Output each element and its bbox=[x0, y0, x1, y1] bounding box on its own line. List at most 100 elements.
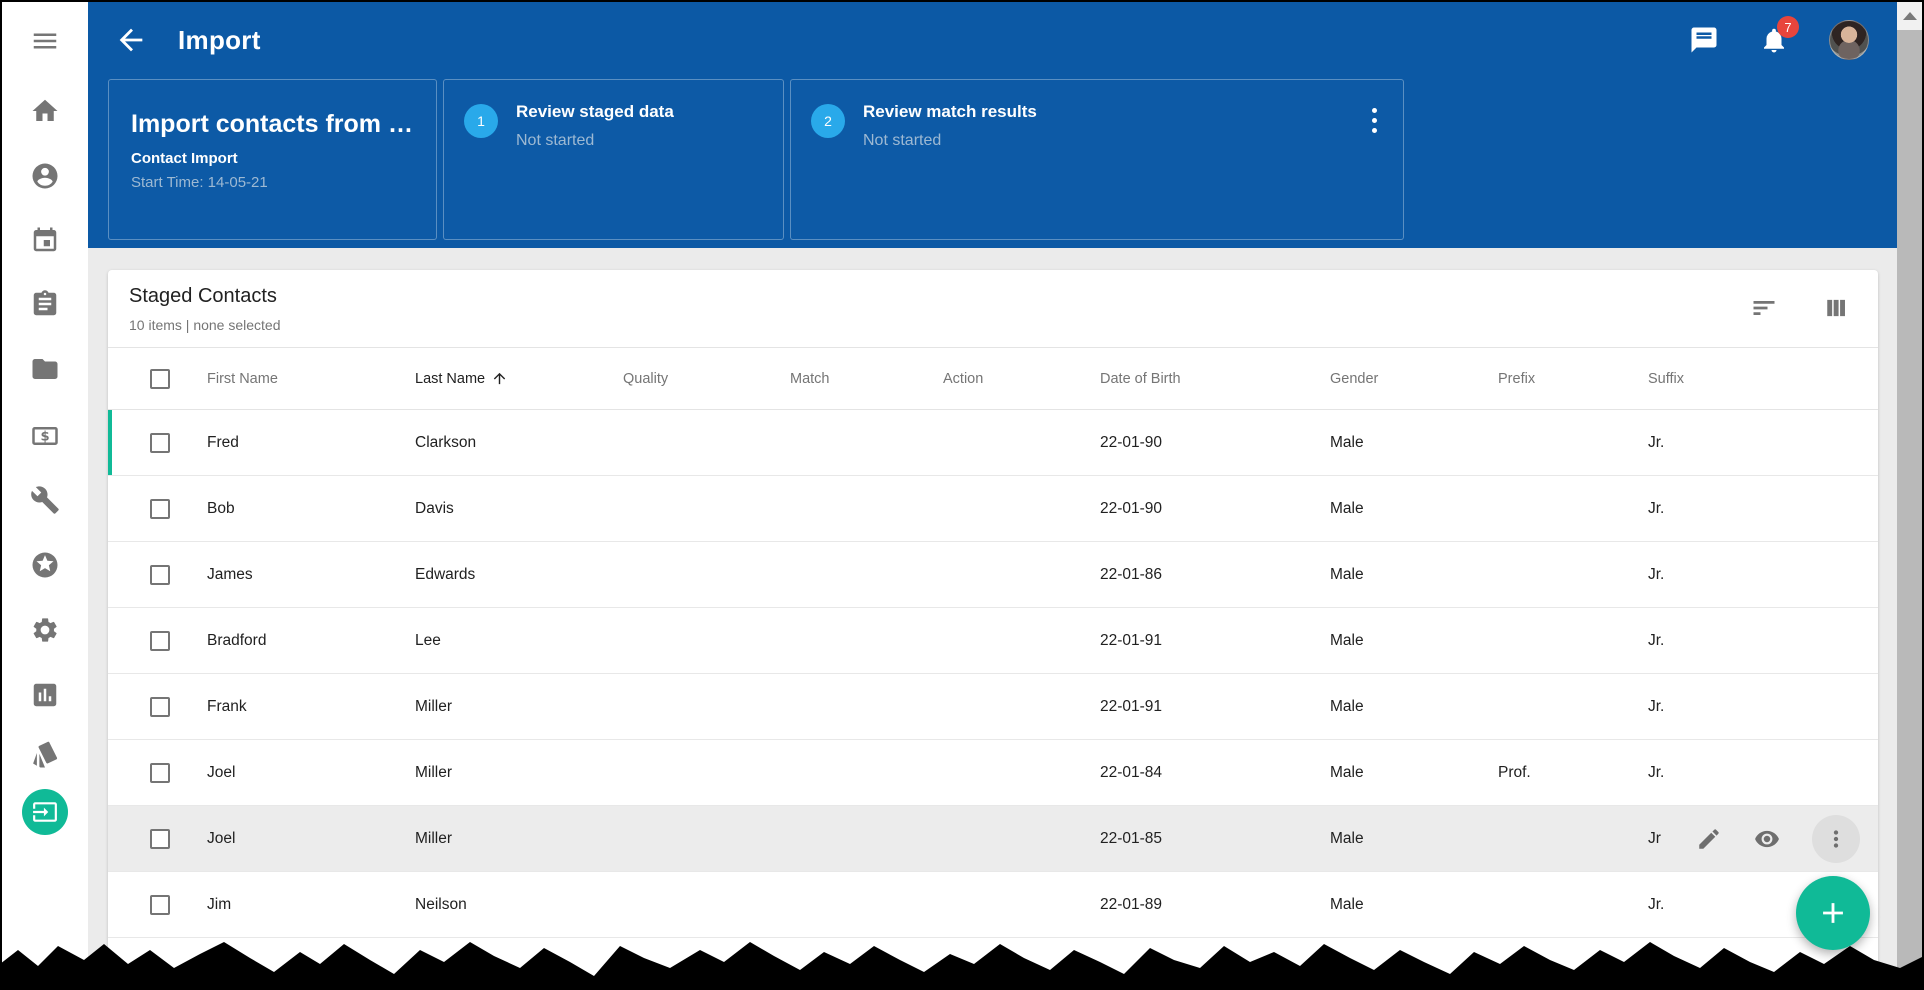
tasks-icon[interactable] bbox=[30, 289, 60, 319]
column-header-quality[interactable]: Quality bbox=[623, 370, 669, 387]
table-column-headers: First Name Last Name Quality Match Actio… bbox=[108, 348, 1878, 410]
cell-gender: Male bbox=[1330, 631, 1364, 649]
column-header-action[interactable]: Action bbox=[943, 370, 984, 387]
import-button[interactable] bbox=[22, 789, 68, 835]
column-header-last-name[interactable]: Last Name bbox=[415, 370, 623, 387]
settings-icon[interactable] bbox=[30, 615, 60, 645]
card-overflow-menu-icon[interactable] bbox=[1359, 102, 1389, 138]
row-checkbox[interactable] bbox=[150, 432, 170, 453]
row-checkbox[interactable] bbox=[150, 762, 170, 783]
cell-last-name: Miller bbox=[415, 829, 453, 847]
import-summary-subtitle: Contact Import bbox=[131, 150, 238, 167]
columns-icon[interactable] bbox=[1822, 294, 1850, 322]
step-card-1[interactable]: 1 Review staged data Not started bbox=[443, 79, 784, 240]
tags-icon[interactable] bbox=[30, 739, 60, 769]
table-row[interactable]: James Edwards 22-01-86 Male Jr. bbox=[108, 542, 1878, 608]
row-hover-actions bbox=[1696, 806, 1860, 871]
column-header-dob[interactable]: Date of Birth bbox=[1100, 370, 1181, 387]
cell-first-name: Bradford bbox=[207, 631, 267, 649]
step-title: Review match results bbox=[863, 102, 1037, 121]
table-header-bar: Staged Contacts 10 items | none selected bbox=[108, 270, 1878, 348]
cell-last-name: Miller bbox=[415, 697, 453, 715]
cell-last-name: Lee bbox=[415, 631, 441, 649]
scrollbar-up-button[interactable] bbox=[1897, 2, 1922, 30]
cell-dob: 22-01-84 bbox=[1100, 763, 1163, 781]
cell-last-name: Miller bbox=[415, 763, 453, 781]
import-icon bbox=[33, 802, 57, 822]
sort-ascending-icon bbox=[493, 372, 506, 385]
import-summary-start-time: Start Time: 14-05-21 bbox=[131, 174, 268, 191]
row-checkbox[interactable] bbox=[150, 564, 170, 585]
table-row[interactable]: Fred Clarkson 22-01-90 Male Jr. bbox=[108, 410, 1878, 476]
cell-first-name: Fred bbox=[207, 433, 239, 451]
cell-gender: Male bbox=[1330, 433, 1364, 451]
page-header: Import 7 Import contacts from … Contact … bbox=[88, 2, 1897, 248]
column-header-prefix[interactable]: Prefix bbox=[1498, 370, 1536, 387]
cell-gender: Male bbox=[1330, 697, 1364, 715]
app-bar-actions: 7 bbox=[1689, 16, 1869, 60]
page-title: Import bbox=[178, 24, 261, 55]
column-header-gender[interactable]: Gender bbox=[1330, 370, 1379, 387]
cell-suffix: Jr. bbox=[1648, 565, 1665, 583]
app-bar: Import 7 bbox=[88, 2, 1897, 78]
scrollbar-thumb[interactable] bbox=[1897, 30, 1922, 790]
row-checkbox[interactable] bbox=[150, 696, 170, 717]
vertical-scrollbar[interactable] bbox=[1897, 2, 1922, 988]
cell-suffix: Jr. bbox=[1648, 631, 1665, 649]
sort-icon[interactable] bbox=[1750, 294, 1778, 322]
menu-icon[interactable] bbox=[30, 26, 60, 56]
row-overflow-menu-icon[interactable] bbox=[1812, 814, 1860, 863]
row-checkbox[interactable] bbox=[150, 498, 170, 519]
staged-contacts-card: Staged Contacts 10 items | none selected… bbox=[108, 270, 1878, 990]
cell-suffix: Jr. bbox=[1648, 763, 1665, 781]
cell-dob: 22-01-90 bbox=[1100, 433, 1163, 451]
table-row[interactable]: Bob Davis 22-01-90 Male Jr. bbox=[108, 476, 1878, 542]
column-header-suffix[interactable]: Suffix bbox=[1648, 370, 1685, 387]
notifications-bell-icon[interactable]: 7 bbox=[1759, 16, 1799, 55]
table-selection-summary: 10 items | none selected bbox=[129, 317, 281, 333]
svg-text:$: $ bbox=[40, 430, 49, 445]
user-avatar[interactable] bbox=[1829, 20, 1869, 60]
cell-first-name: Joel bbox=[207, 763, 236, 781]
view-icon[interactable] bbox=[1754, 826, 1780, 852]
row-checkbox[interactable] bbox=[150, 828, 170, 849]
table-row[interactable]: Joel Miller 22-01-84 Male Prof. Jr. bbox=[108, 740, 1878, 806]
contacts-icon[interactable] bbox=[30, 161, 60, 191]
cell-suffix: Jr. bbox=[1648, 433, 1665, 451]
import-summary-card[interactable]: Import contacts from … Contact Import St… bbox=[108, 79, 437, 240]
add-contact-fab[interactable] bbox=[1796, 876, 1870, 950]
step-title: Review staged data bbox=[516, 102, 674, 121]
table-row-hovered[interactable]: Joel Miller 22-01-85 Male Jr bbox=[108, 806, 1878, 872]
chat-icon[interactable] bbox=[1689, 25, 1719, 55]
cell-gender: Male bbox=[1330, 829, 1364, 847]
tools-icon[interactable] bbox=[30, 485, 60, 515]
payments-icon[interactable]: $ bbox=[30, 421, 60, 451]
cell-dob: 22-01-91 bbox=[1100, 697, 1163, 715]
table-row[interactable]: Frank Miller 22-01-91 Male Jr. bbox=[108, 674, 1878, 740]
documents-icon[interactable] bbox=[30, 354, 60, 384]
cell-dob: 22-01-86 bbox=[1100, 565, 1163, 583]
column-header-match[interactable]: Match bbox=[790, 370, 830, 387]
cell-suffix: Jr bbox=[1648, 829, 1661, 847]
step-status: Not started bbox=[516, 132, 595, 149]
calendar-icon[interactable] bbox=[30, 225, 60, 255]
cell-first-name: Frank bbox=[207, 697, 247, 715]
home-icon[interactable] bbox=[30, 96, 60, 126]
sidebar: $ bbox=[2, 2, 88, 988]
row-checkbox[interactable] bbox=[150, 894, 170, 915]
column-header-first-name[interactable]: First Name bbox=[207, 370, 278, 387]
cell-last-name: Neilson bbox=[415, 895, 467, 913]
plus-icon bbox=[1823, 903, 1843, 923]
reports-icon[interactable] bbox=[30, 680, 60, 710]
table-row[interactable]: Bradford Lee 22-01-91 Male Jr. bbox=[108, 608, 1878, 674]
step-card-2[interactable]: 2 Review match results Not started bbox=[790, 79, 1404, 240]
table-row[interactable]: Jim Neilson 22-01-89 Male Jr. bbox=[108, 872, 1878, 938]
edit-icon[interactable] bbox=[1696, 826, 1722, 852]
select-all-checkbox[interactable] bbox=[150, 368, 170, 389]
cell-gender: Male bbox=[1330, 499, 1364, 517]
step-status: Not started bbox=[863, 132, 942, 149]
cell-prefix: Prof. bbox=[1498, 763, 1531, 781]
row-checkbox[interactable] bbox=[150, 630, 170, 651]
back-button[interactable] bbox=[114, 23, 148, 57]
favorites-icon[interactable] bbox=[30, 550, 60, 580]
